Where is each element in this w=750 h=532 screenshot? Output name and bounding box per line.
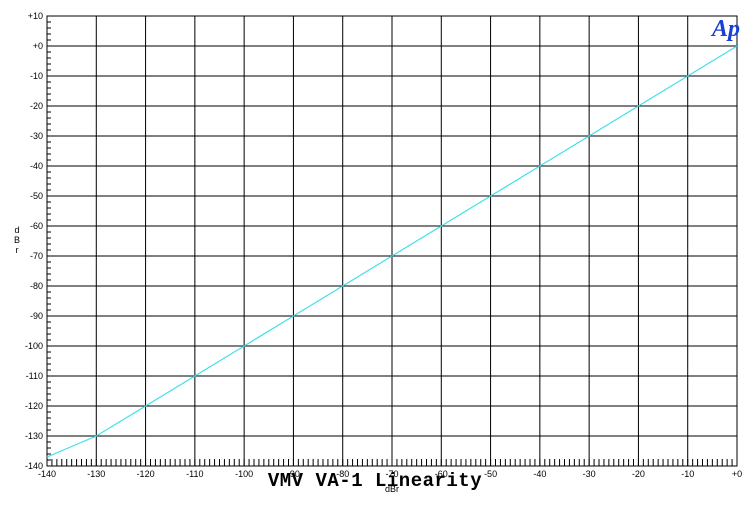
axis-ticks: [46, 15, 738, 467]
x-tick-label: -70: [385, 469, 398, 479]
x-axis-title: dBr: [385, 484, 399, 494]
y-tick-label: -40: [30, 161, 43, 171]
x-tick-label: -80: [336, 469, 349, 479]
y-tick-label: -120: [25, 401, 43, 411]
series-line: [46, 45, 738, 458]
y-tick-label: -30: [30, 131, 43, 141]
x-tick-label: -100: [235, 469, 253, 479]
x-tick-label: -40: [533, 469, 546, 479]
x-tick-label: -90: [287, 469, 300, 479]
x-tick-label: -120: [137, 469, 155, 479]
x-tick-label: -140: [38, 469, 56, 479]
y-tick-label: +10: [28, 11, 43, 21]
y-tick-label: -20: [30, 101, 43, 111]
x-tick-label: +0: [732, 469, 742, 479]
y-tick-label: -50: [30, 191, 43, 201]
y-tick-label: -100: [25, 341, 43, 351]
y-tick-label: -60: [30, 221, 43, 231]
x-tick-label: -20: [632, 469, 645, 479]
y-tick-labels: +10 +0 -10 -20 -30 -40 -50 -60 -70 -80 -90 -100 -110…: [25, 11, 43, 471]
y-tick-label: +0: [33, 41, 43, 51]
y-tick-label: -10: [30, 71, 43, 81]
y-axis-title: dBr: [14, 225, 20, 255]
plot-frame: [46, 15, 738, 467]
x-tick-label: -30: [583, 469, 596, 479]
y-tick-label: -90: [30, 311, 43, 321]
x-tick-label: -50: [484, 469, 497, 479]
x-tick-label: -130: [87, 469, 105, 479]
grid-lines: [46, 15, 738, 467]
x-tick-label: -110: [186, 469, 203, 479]
x-tick-label: -10: [681, 469, 694, 479]
y-axis-title-char: r: [16, 245, 19, 255]
x-tick-labels: -140 -130 -120 -110 -100 -90 -80 -70 -60 -50 -40 -3…: [38, 469, 742, 479]
chart-title: VMV VA-1 Linearity: [267, 470, 483, 492]
y-tick-label: -80: [30, 281, 43, 291]
ap-logo: Ap: [710, 16, 740, 42]
y-tick-label: -140: [25, 461, 43, 471]
y-tick-label: -70: [30, 251, 43, 261]
x-tick-label: -60: [435, 469, 448, 479]
y-tick-label: -110: [26, 371, 43, 381]
y-axis-title-char: d: [14, 225, 19, 235]
y-tick-label: -130: [25, 431, 43, 441]
y-axis-title-char: B: [14, 235, 20, 245]
